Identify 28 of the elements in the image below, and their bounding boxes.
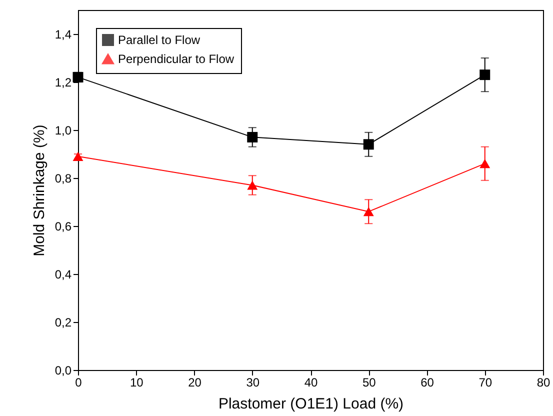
point (480, 159, 490, 168)
x-tick-label: 60 (420, 376, 434, 390)
y-tick-label: 0,0 (54, 364, 72, 378)
x-tick-label: 10 (130, 376, 144, 390)
y-tick-label: 1,4 (54, 28, 72, 42)
x-tick-label: 40 (304, 376, 318, 390)
point (247, 180, 258, 190)
point (363, 207, 374, 216)
x-tick-label: 80 (536, 376, 550, 390)
point (247, 132, 258, 142)
x-tick-label: 70 (478, 376, 492, 390)
point (363, 139, 374, 150)
x-axis-title: Plastomer (O1E1) Load (%) (218, 396, 404, 412)
x-tick-label: 20 (188, 376, 202, 390)
y-tick-label: 1,0 (54, 124, 72, 138)
point (480, 70, 490, 80)
legend-label: Perpendicular to Flow (118, 52, 234, 66)
x-tick-label: 50 (362, 376, 376, 390)
x-tick-label: 30 (246, 376, 260, 390)
y-tick-label: 0,8 (54, 172, 72, 186)
y-tick-label: 1,2 (54, 76, 72, 90)
y-tick-label: 0,2 (54, 316, 72, 330)
point (72, 152, 84, 161)
legend-label: Parallel to Flow (118, 33, 200, 47)
y-axis-title: Mold Shrinkage (%) (30, 124, 48, 256)
y-tick-label: 0,6 (54, 220, 72, 234)
x-tick-label: 0 (75, 376, 82, 390)
y-tick-label: 0,4 (54, 268, 72, 282)
